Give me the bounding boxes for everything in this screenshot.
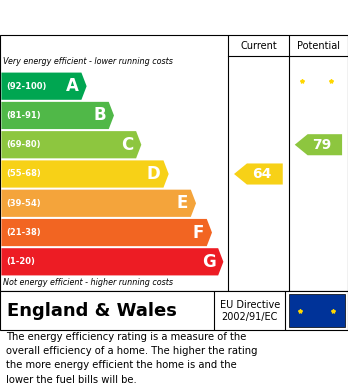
- Polygon shape: [1, 248, 223, 275]
- Text: E: E: [177, 194, 188, 212]
- Text: (55-68): (55-68): [6, 170, 41, 179]
- Polygon shape: [1, 131, 141, 158]
- Text: G: G: [201, 253, 215, 271]
- Polygon shape: [1, 219, 212, 246]
- Text: F: F: [192, 224, 204, 242]
- Text: (92-100): (92-100): [6, 82, 47, 91]
- Polygon shape: [234, 163, 283, 185]
- Text: 79: 79: [312, 138, 332, 152]
- Text: The energy efficiency rating is a measure of the
overall efficiency of a home. T: The energy efficiency rating is a measur…: [6, 332, 258, 385]
- Text: (1-20): (1-20): [6, 257, 35, 266]
- Text: Not energy efficient - higher running costs: Not energy efficient - higher running co…: [3, 278, 174, 287]
- Text: England & Wales: England & Wales: [7, 302, 177, 320]
- Polygon shape: [295, 134, 342, 155]
- Text: (39-54): (39-54): [6, 199, 41, 208]
- Text: (21-38): (21-38): [6, 228, 41, 237]
- Text: (69-80): (69-80): [6, 140, 41, 149]
- Polygon shape: [1, 102, 114, 129]
- Text: EU Directive
2002/91/EC: EU Directive 2002/91/EC: [220, 300, 280, 322]
- Text: Energy Efficiency Rating: Energy Efficiency Rating: [9, 9, 238, 27]
- Text: B: B: [93, 106, 106, 124]
- Polygon shape: [1, 190, 196, 217]
- Text: (81-91): (81-91): [6, 111, 41, 120]
- Text: D: D: [147, 165, 161, 183]
- Text: 64: 64: [252, 167, 271, 181]
- Text: Very energy efficient - lower running costs: Very energy efficient - lower running co…: [3, 57, 173, 66]
- Text: A: A: [66, 77, 79, 95]
- Polygon shape: [1, 160, 169, 188]
- Bar: [289, 294, 345, 327]
- Text: Potential: Potential: [297, 41, 340, 51]
- Text: Current: Current: [240, 41, 277, 51]
- Text: C: C: [121, 136, 133, 154]
- Polygon shape: [1, 73, 87, 100]
